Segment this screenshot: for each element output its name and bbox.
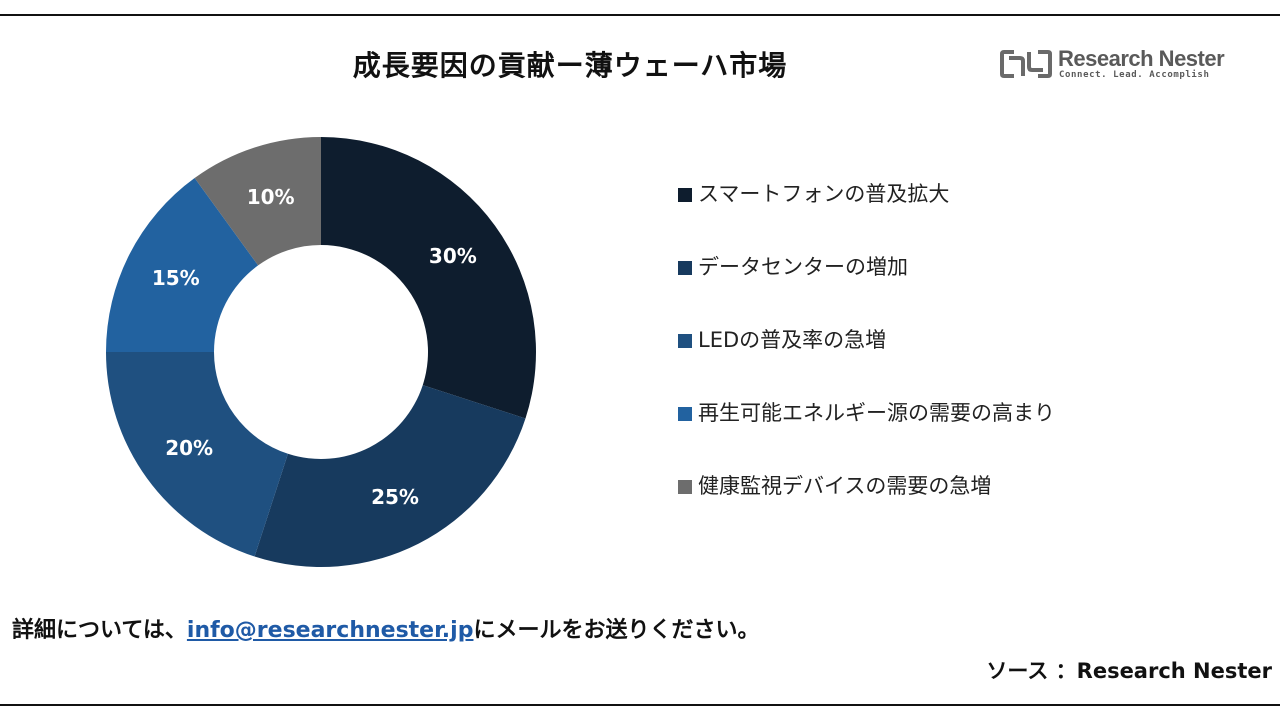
donut-slice-4	[106, 178, 259, 352]
donut-chart: 30% 25% 20% 15% 10%	[106, 137, 536, 567]
top-rule	[0, 14, 1280, 16]
donut-slice-5	[194, 137, 321, 266]
legend-swatch	[678, 480, 692, 494]
slice-label-4: 15%	[152, 266, 200, 290]
logo-icon	[1000, 50, 1052, 78]
slice-label-3: 20%	[165, 436, 213, 460]
donut-slice-1	[321, 137, 536, 419]
legend-label: 健康監視デバイスの需要の急増	[698, 474, 992, 498]
contact-note: 詳細については、info@researchnester.jpにメールをお送りくだ…	[12, 612, 759, 644]
legend-item: スマートフォンの普及拡大	[678, 178, 1238, 251]
source-credit: ソース ：Research Nester	[986, 659, 1272, 683]
bottom-rule	[0, 704, 1280, 706]
contact-email-link[interactable]: info@researchnester.jp	[186, 618, 474, 643]
logo-tagline: Connect. Lead. Accomplish	[1059, 70, 1210, 80]
legend-item: 健康監視デバイスの需要の急増	[678, 470, 1238, 543]
legend-label: LEDの普及率の急増	[698, 328, 887, 352]
legend-item: 再生可能エネルギー源の需要の高まり	[678, 397, 1238, 470]
chart-title: 成長要因の貢献ー薄ウェーハ市場	[352, 49, 788, 82]
donut-slice-3	[106, 352, 288, 557]
research-nester-logo: Research Nester Connect. Lead. Accomplis…	[1000, 46, 1230, 86]
chart-legend: スマートフォンの普及拡大 データセンターの増加 LEDの普及率の急増再生可能エネルギ…	[678, 178, 1238, 543]
donut-slice-2	[254, 385, 526, 567]
legend-swatch	[678, 261, 692, 275]
legend-swatch	[678, 188, 692, 202]
slice-label-2: 25%	[371, 485, 419, 509]
legend-item: データセンターの増加	[678, 251, 1238, 324]
logo-name: Research Nester	[1058, 46, 1225, 71]
slice-label-1: 30%	[429, 244, 477, 268]
contact-suffix: にメールをお送りください。	[473, 618, 760, 643]
legend-swatch	[678, 334, 692, 348]
legend-label: スマートフォンの普及拡大	[698, 182, 950, 206]
slice-label-5: 10%	[247, 185, 295, 209]
contact-prefix: 詳細については、	[12, 618, 187, 643]
legend-label: 再生可能エネルギー源の需要の高まり	[698, 401, 1055, 425]
legend-swatch	[678, 407, 692, 421]
legend-item: LEDの普及率の急増	[678, 324, 1238, 397]
legend-label: データセンターの増加	[698, 255, 908, 279]
